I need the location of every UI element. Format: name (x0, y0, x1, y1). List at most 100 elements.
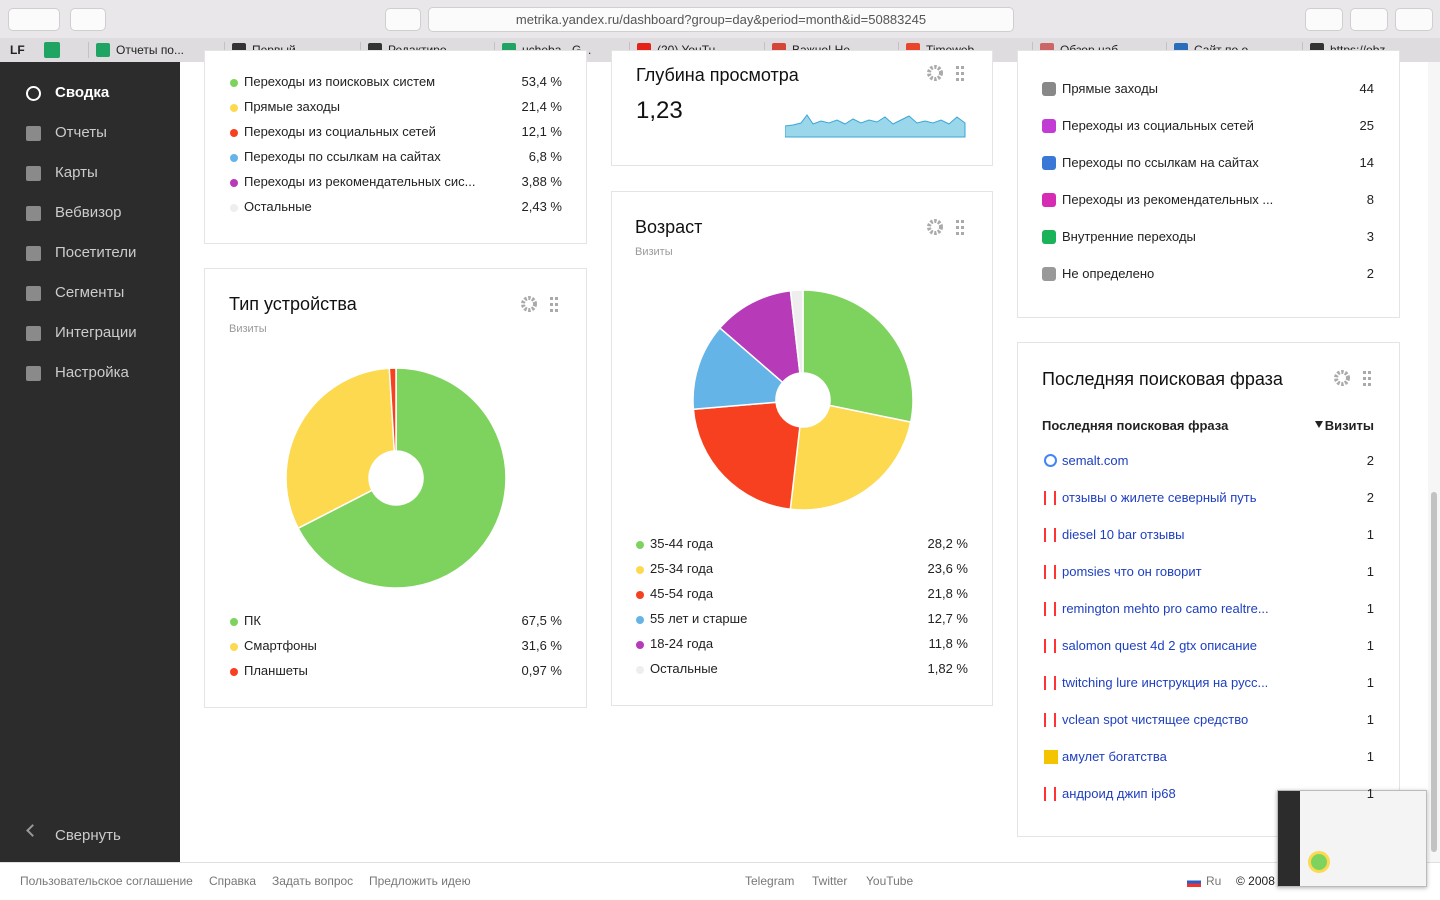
menu-icon (26, 246, 41, 261)
search-visits: 1 (1366, 786, 1374, 801)
search-phrase[interactable]: андроид джип ip68 (1062, 786, 1176, 801)
sidebar: Сводка Отчеты Карты Вебвизор Посетители Сегме… (0, 62, 180, 862)
footer: Пользовательское соглашение Справка Задать… (0, 862, 1440, 900)
menu-item[interactable]: Интеграции (55, 324, 137, 341)
source-count: 3 (1366, 229, 1374, 244)
drag-dot (961, 220, 964, 223)
search-visits: 1 (1366, 675, 1374, 690)
source-name: Переходы из рекомендательных сис... (244, 174, 476, 189)
nav-buttons[interactable] (8, 8, 60, 31)
legend-dot (230, 154, 238, 162)
search-phrase[interactable]: semalt.com (1062, 453, 1129, 468)
search-engine-icon (1044, 528, 1056, 542)
address-bar[interactable]: metrika.yandex.ru/dashboard?group=day&pe… (428, 7, 1014, 32)
privacy-button[interactable] (385, 8, 421, 31)
card-title: Возраст (635, 217, 703, 237)
share-button[interactable] (1350, 8, 1388, 31)
search-engine-icon (1044, 454, 1057, 467)
card-title: Глубина просмотра (636, 65, 799, 85)
card-sources-count (1017, 50, 1400, 318)
tabs-button[interactable] (1395, 8, 1433, 31)
sort-arrow[interactable] (1315, 421, 1323, 428)
search-phrase[interactable]: diesel 10 bar отзывы (1062, 527, 1185, 542)
card-tools[interactable] (926, 218, 970, 238)
search-phrase[interactable]: отзывы о жилете северный путь (1062, 490, 1257, 505)
legend-dot (636, 641, 644, 649)
search-visits: 1 (1366, 749, 1374, 764)
footer-link[interactable]: Twitter (812, 874, 848, 888)
menu-item[interactable]: Сводка (55, 84, 110, 101)
search-phrase[interactable]: twitching lure инструкция на русс... (1062, 675, 1269, 690)
bookmark-icon[interactable] (96, 43, 110, 57)
sidebar-button[interactable] (70, 8, 106, 31)
legend-label: Планшеты (244, 663, 308, 678)
source-count: 2 (1366, 266, 1374, 281)
screenshot-thumbnail[interactable] (1277, 790, 1427, 887)
pie-slice (802, 289, 914, 424)
collapse[interactable]: Свернуть (55, 827, 121, 844)
drag-dot (550, 297, 553, 300)
source-count: 8 (1366, 192, 1374, 207)
legend-dot (636, 591, 644, 599)
source-icon (1042, 230, 1056, 244)
legend-dot (230, 643, 238, 651)
footer-link[interactable]: Предложить идею (369, 874, 471, 888)
search-phrase[interactable]: pomsies что он говорит (1062, 564, 1202, 579)
menu-icon (26, 326, 41, 341)
legend-dot (230, 618, 238, 626)
menu-item[interactable]: Сегменты (55, 284, 125, 301)
source-name: Переходы из социальных сетей (244, 124, 436, 139)
search-visits: 1 (1366, 564, 1374, 579)
card-tools[interactable] (926, 64, 970, 84)
search-phrase[interactable]: salomon quest 4d 2 gtx описание (1062, 638, 1257, 653)
footer-link[interactable]: Telegram (745, 874, 795, 888)
search-phrase[interactable]: амулет богатства (1062, 749, 1167, 764)
menu-icon (26, 286, 41, 301)
legend-label: 35-44 года (650, 536, 714, 551)
flag-icon (1187, 877, 1201, 887)
search-phrase[interactable]: remington mehto pro camo realtre... (1062, 601, 1269, 616)
thumb-pie (1308, 851, 1330, 873)
legend-value: 67,5 % (521, 613, 562, 628)
drag-dot (956, 72, 959, 75)
legend-dot (230, 204, 238, 212)
search-phrase[interactable]: vclean spot чистящее средство (1062, 712, 1249, 727)
footer-link[interactable]: Задать вопрос (272, 874, 354, 888)
gear-icon (1334, 370, 1350, 386)
download-button[interactable] (1305, 8, 1343, 31)
bookmark[interactable]: LF (10, 43, 25, 57)
drag-dot (961, 232, 964, 235)
card-age (611, 191, 993, 706)
pie-slice (388, 367, 397, 452)
search-visits: 1 (1366, 527, 1374, 542)
collapse-arrow[interactable] (26, 824, 39, 837)
source-name: Переходы по ссылкам на сайтах (244, 149, 441, 164)
menu-item[interactable]: Вебвизор (55, 204, 122, 221)
card-subtitle: Визиты (635, 246, 673, 258)
card-tools[interactable] (1333, 369, 1377, 389)
menu-item[interactable]: Посетители (55, 244, 137, 261)
scrollbar[interactable] (1428, 62, 1440, 862)
pie-slice (789, 289, 804, 375)
legend-label: Остальные (650, 661, 718, 676)
search-engine-icon (1044, 491, 1056, 505)
legend-dot (230, 104, 238, 112)
menu-item[interactable]: Карты (55, 164, 98, 181)
menu-item[interactable]: Отчеты (55, 124, 107, 141)
sparkline (785, 114, 966, 138)
footer-link[interactable]: Пользовательское соглашение (20, 874, 193, 888)
scroll-thumb[interactable] (1431, 492, 1437, 852)
source-count: 25 (1359, 118, 1374, 133)
bookmark[interactable]: Отчеты по... (116, 43, 184, 57)
pie-chart (692, 289, 914, 511)
footer-link[interactable]: Справка (209, 874, 257, 888)
menu-item[interactable]: Настройка (55, 364, 129, 381)
bookmark-icon[interactable] (44, 42, 60, 58)
footer-link[interactable]: YouTube (866, 874, 914, 888)
source-share: 53,4 % (521, 74, 562, 89)
language[interactable]: Ru (1206, 874, 1222, 888)
card-tools[interactable] (520, 295, 564, 315)
column-header[interactable]: Визиты (1324, 418, 1374, 433)
pie-chart (285, 367, 507, 589)
